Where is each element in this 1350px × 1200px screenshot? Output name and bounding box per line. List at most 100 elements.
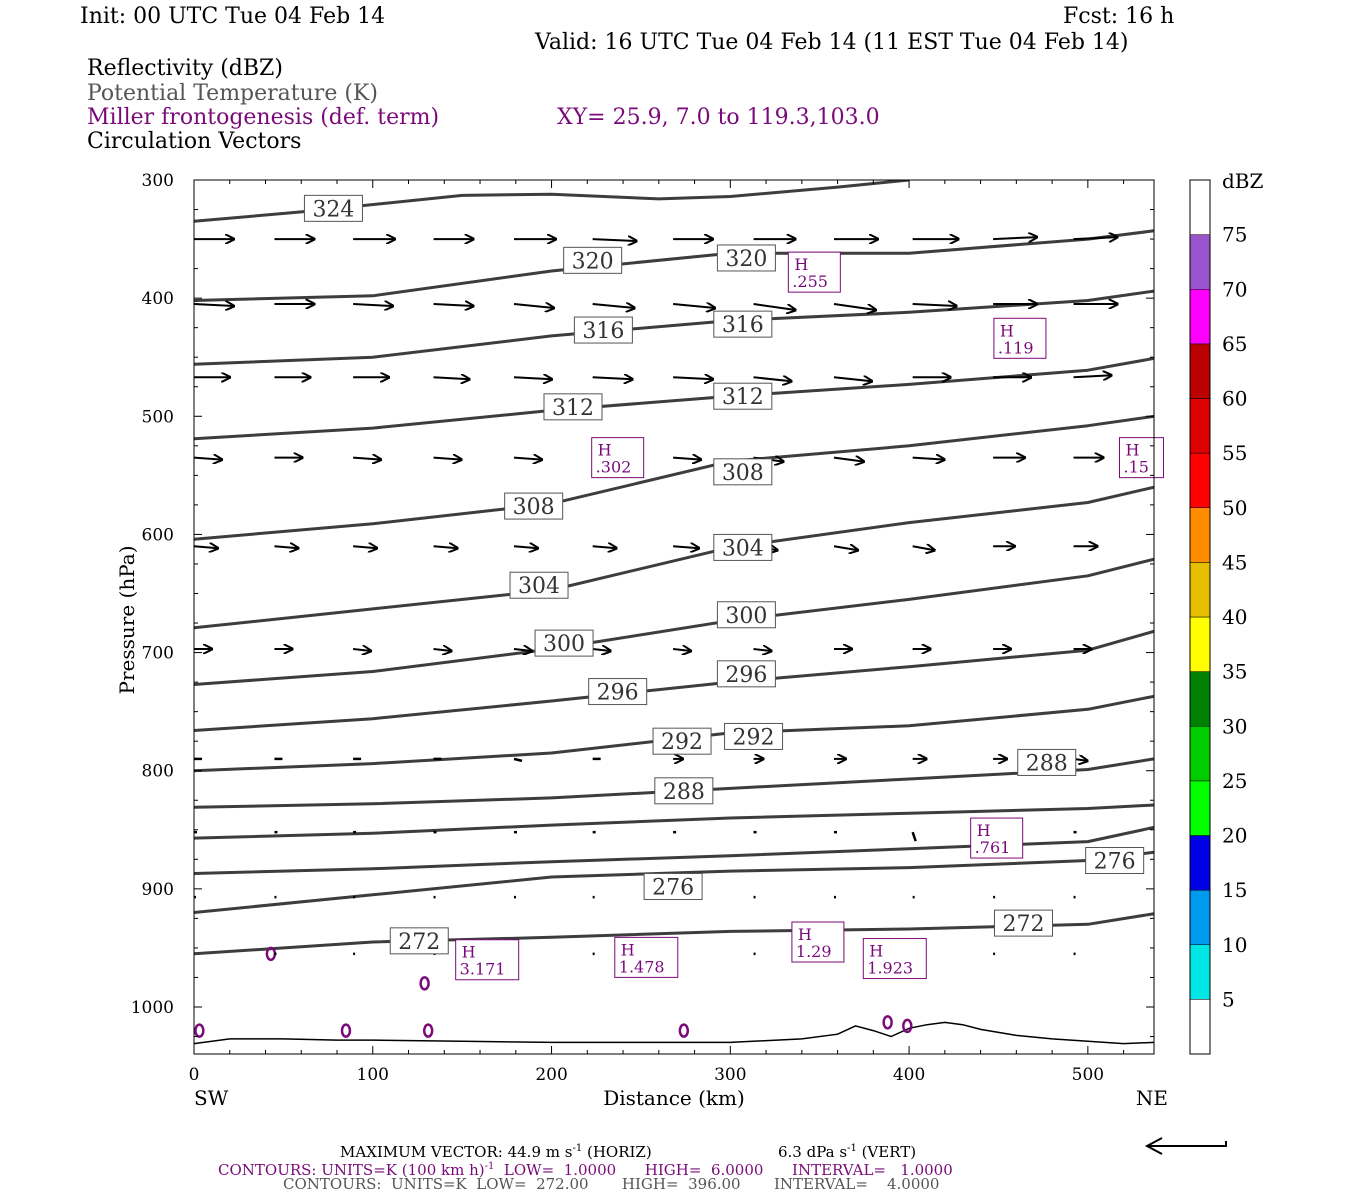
theta-label: 300: [534, 629, 594, 657]
circulation-vector: [353, 458, 381, 460]
frontogenesis-units-exp: -1: [484, 1161, 495, 1172]
colorbar-cell: [1189, 726, 1211, 782]
circulation-vector: [753, 303, 796, 310]
circulation-vector: [1073, 237, 1118, 239]
theta-label: 320: [563, 246, 623, 274]
reflectivity-contour: [340, 1023, 352, 1038]
reflectivity-contour: [194, 1023, 205, 1038]
theta-contour-300: [194, 557, 1154, 686]
colorbar-label: 20: [1222, 824, 1247, 848]
colorbar-label: 60: [1222, 387, 1247, 411]
theta-label-box: [652, 727, 712, 755]
y-tick-label: 900: [142, 880, 174, 900]
y-tick-label: 300: [142, 171, 174, 191]
theta-label-box: [1085, 847, 1145, 875]
circulation-vector: [912, 458, 945, 460]
circulation-vector: [672, 649, 691, 651]
theta-label: 272: [993, 909, 1053, 937]
theta-label-box: [1017, 748, 1077, 776]
frontogenesis-high-label: H: [798, 925, 812, 944]
reflectivity-contour: [419, 976, 430, 991]
colorbar-label: 65: [1222, 332, 1247, 356]
frontogenesis-high-label: H: [598, 441, 612, 460]
theta-label-text: 288: [1026, 751, 1068, 776]
frontogenesis-units: CONTOURS: UNITS=K (100 km h): [218, 1161, 485, 1179]
circulation-vector: [353, 546, 377, 548]
circulation-vector: [274, 546, 298, 548]
forecast-hour: Fcst: 16 h: [1063, 4, 1175, 29]
frontogenesis-high-value: .119: [998, 338, 1034, 357]
theta-label-text: 296: [725, 663, 767, 688]
frontogenesis-high-label: H: [977, 821, 991, 840]
colorbar-label: 35: [1222, 660, 1247, 684]
theta-contour-info: CONTOURS: UNITS=K LOW= 272.00 HIGH= 396.…: [283, 1175, 940, 1193]
frontogenesis-high-label: H: [462, 943, 476, 962]
frontogenesis-high-box: [455, 939, 520, 981]
theta-label-text: 320: [572, 249, 614, 274]
reflectivity-contour: [422, 1023, 434, 1038]
circulation-vector: [194, 458, 222, 460]
frontogenesis-high: H1.478: [614, 936, 679, 978]
colorbar-frame: [1189, 179, 1211, 1055]
circulation-vector: [753, 649, 772, 651]
x-axis-label: Distance (km): [603, 1086, 745, 1110]
y-tick-label: 800: [142, 762, 174, 782]
cross-section-xy: XY= 25.9, 7.0 to 119.3,103.0: [557, 105, 880, 130]
max-vector-vert-exp: -1: [847, 1143, 857, 1154]
theta-label-box: [713, 382, 773, 410]
colorbar-label: 55: [1222, 441, 1247, 465]
theta-label-box: [713, 458, 773, 486]
frontogenesis-high-box: [791, 921, 845, 963]
colorbar-cell: [1189, 289, 1211, 345]
circulation-vector: [592, 304, 635, 308]
theta-label-text: 312: [552, 396, 594, 421]
frontogenesis-high-value: 3.171: [460, 960, 506, 979]
frontogenesis-high-box: [993, 317, 1047, 359]
frontogenesis-high: H.15: [1118, 437, 1164, 479]
circulation-vector: [513, 757, 523, 763]
theta-label-text: 304: [518, 574, 560, 599]
theta-label-text: 276: [1094, 850, 1136, 875]
theta-label-text: 316: [582, 319, 624, 344]
colorbar-label: 10: [1222, 933, 1247, 957]
valid-time: Valid: 16 UTC Tue 04 Feb 14 (11 EST Tue …: [535, 30, 1129, 55]
circulation-vector: [513, 304, 554, 308]
left-end-label: SW: [194, 1086, 229, 1110]
x-tick-label: 400: [893, 1065, 925, 1085]
theta-label-box: [716, 660, 776, 688]
y-tick-label: 1000: [131, 998, 174, 1018]
reflectivity-contour: [902, 1018, 913, 1034]
frontogenesis-high-label: H: [869, 942, 883, 961]
x-tick-label: 0: [189, 1065, 200, 1085]
theta-label: 288: [654, 777, 714, 805]
theta-label-box: [509, 571, 569, 599]
colorbar-cell: [1189, 835, 1211, 891]
theta-label-box: [543, 393, 603, 421]
frontogenesis-high: H.255: [787, 251, 841, 293]
colorbar-label: 50: [1222, 496, 1247, 520]
frontogenesis-high: H1.923: [862, 938, 927, 980]
init-time: Init: 00 UTC Tue 04 Feb 14: [80, 4, 386, 29]
theta-label: 292: [724, 722, 784, 750]
circulation-vector: [352, 649, 371, 651]
theta-label: 296: [716, 660, 776, 688]
theta-label-text: 320: [725, 247, 767, 272]
frontogenesis-high: H.119: [993, 317, 1047, 359]
circulation-vector: [513, 377, 552, 379]
circulation-vector: [194, 304, 234, 306]
theta-label-box: [713, 310, 773, 338]
colorbar-cell: [1189, 507, 1211, 563]
max-vector-vert: 6.3 dPa s: [778, 1143, 848, 1161]
theta-label-box: [716, 601, 776, 629]
theta-label: 304: [713, 533, 773, 561]
max-vector-vert-tail: (VERT): [856, 1143, 917, 1161]
colorbar-cell: [1189, 343, 1211, 399]
theta-label: 296: [588, 678, 648, 706]
y-tick-label: 600: [142, 525, 174, 545]
x-tick-label: 100: [357, 1065, 389, 1085]
colorbar-cell: [1189, 562, 1211, 618]
circulation-vector: [673, 377, 713, 379]
theta-label: 272: [389, 927, 449, 955]
x-tick-label: 500: [1072, 1065, 1104, 1085]
circulation-vector: [912, 546, 935, 550]
